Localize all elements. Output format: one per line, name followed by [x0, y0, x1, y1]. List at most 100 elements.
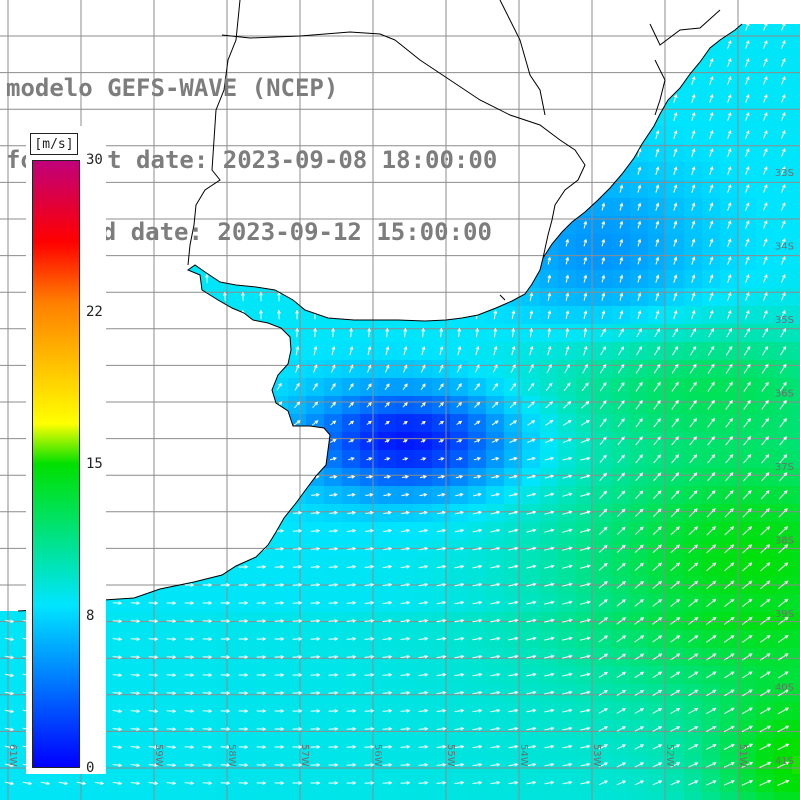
wind-arrow [490, 726, 501, 731]
wind-arrow [544, 708, 555, 713]
wind-arrow [706, 707, 717, 715]
wind-arrow [778, 598, 789, 607]
wind-arrow [619, 310, 624, 320]
wind-arrow [616, 780, 627, 786]
wind-arrow [526, 600, 537, 605]
wind-arrow [724, 562, 735, 572]
wind-arrow [454, 528, 465, 533]
wind-arrow [726, 57, 732, 68]
speed-cell [216, 342, 234, 360]
wind-arrow [780, 256, 786, 266]
wind-arrow [706, 490, 716, 500]
speed-cell [612, 162, 630, 180]
wind-arrow [346, 600, 357, 605]
wind-arrow [544, 474, 555, 479]
wind-arrow [310, 601, 321, 605]
wind-arrow [779, 417, 787, 428]
wind-arrow [512, 5, 515, 13]
wind-arrow [221, 438, 230, 444]
speed-cell [270, 342, 288, 360]
wind-arrow [4, 456, 14, 462]
speed-cell [792, 630, 800, 648]
wind-arrow [202, 763, 213, 767]
wind-arrow [112, 475, 123, 479]
wind-arrow [616, 689, 627, 696]
wind-arrow [365, 510, 374, 515]
lon-label: 52W [664, 744, 675, 767]
speed-cell [666, 72, 684, 90]
wind-arrow [529, 184, 534, 193]
wind-arrow [204, 309, 209, 320]
wind-arrow [689, 381, 697, 392]
wind-arrow [652, 780, 663, 786]
wind-arrow [314, 5, 317, 14]
speed-cell [792, 180, 800, 198]
wind-arrow [295, 291, 299, 302]
wind-arrow [691, 184, 696, 193]
wind-arrow [562, 582, 573, 587]
wind-arrow [382, 582, 393, 587]
wind-arrow [547, 327, 552, 338]
wind-arrow [403, 327, 408, 338]
wind-arrow [635, 381, 643, 392]
wind-arrow [744, 238, 750, 247]
wind-arrow [529, 166, 534, 176]
wind-arrow [634, 599, 645, 607]
speed-cell [180, 306, 198, 324]
wind-arrow [760, 580, 771, 590]
wind-arrow [652, 653, 663, 661]
wind-arrow [383, 475, 392, 479]
wind-arrow [601, 274, 606, 283]
speed-cell [774, 792, 792, 800]
wind-arrow [619, 24, 624, 32]
wind-arrow [223, 364, 228, 374]
wind-arrow [742, 671, 753, 679]
wind-arrow [619, 256, 624, 265]
wind-arrow [112, 781, 123, 786]
wind-arrow [259, 364, 264, 374]
wind-arrow [565, 57, 570, 68]
wind-arrow [723, 780, 735, 786]
wind-arrow [220, 763, 231, 767]
wind-arrow [544, 780, 555, 785]
speed-cell [360, 792, 378, 800]
wind-arrow [456, 401, 463, 408]
wind-arrow [634, 762, 645, 768]
wind-arrow [655, 274, 660, 283]
wind-arrow [421, 327, 426, 338]
wind-arrow [634, 726, 645, 732]
wind-arrow [166, 709, 177, 714]
wind-arrow [436, 510, 447, 515]
wind-arrow [580, 419, 590, 426]
wind-arrow [724, 689, 735, 697]
wind-arrow [616, 580, 626, 589]
wind-arrow [565, 129, 570, 140]
wind-arrow [508, 492, 519, 497]
wind-arrow [671, 381, 679, 392]
wind-arrow [583, 129, 588, 140]
wind-arrow [4, 637, 15, 642]
wind-arrow [598, 653, 609, 661]
wind-arrow [562, 546, 573, 551]
wind-arrow [598, 635, 609, 643]
wind-arrow [166, 475, 177, 479]
speed-cell [180, 342, 198, 360]
wind-arrow [673, 256, 678, 265]
speed-cell [144, 0, 162, 18]
wind-arrow [762, 256, 768, 266]
speed-cell [702, 0, 720, 18]
wind-arrow [203, 400, 211, 409]
speed-cell [576, 54, 594, 72]
speed-cell [558, 162, 576, 180]
lat-label: 38S [775, 536, 794, 547]
wind-arrow [4, 475, 15, 480]
wind-arrow [58, 781, 69, 786]
wind-arrow [691, 148, 696, 158]
speed-cell [540, 72, 558, 90]
speed-cell [270, 0, 288, 18]
wind-arrow [526, 726, 537, 731]
wind-arrow [670, 635, 681, 643]
speed-cell [540, 36, 558, 54]
wind-arrow [637, 111, 642, 122]
